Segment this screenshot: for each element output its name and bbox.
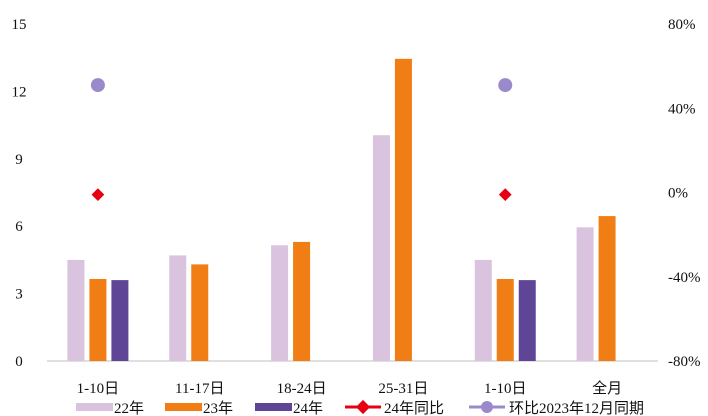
bar-22 <box>271 245 289 361</box>
bar-22 <box>67 259 85 361</box>
mom-marker <box>90 78 105 93</box>
bar-23 <box>496 278 514 361</box>
category-label: 11-17日 <box>175 381 224 397</box>
bar-23 <box>191 264 209 361</box>
right-tick-label: 80% <box>668 17 696 33</box>
legend-dot-mom <box>481 401 493 413</box>
bar-22 <box>169 255 187 361</box>
legend-item-23: 23年 <box>165 400 233 416</box>
left-tick-label: 3 <box>15 287 23 303</box>
legend-diamond-yoy <box>355 399 371 415</box>
right-tick-label: 40% <box>668 101 696 117</box>
category-label: 25-31日 <box>378 381 428 397</box>
yoy-marker <box>498 188 512 201</box>
left-tick-label: 15 <box>12 17 27 33</box>
legend-item-22: 22年 <box>76 400 144 416</box>
bar-23 <box>89 278 107 361</box>
left-axis: 0 3 6 9 12 15 <box>12 17 27 370</box>
category-label: 全月 <box>592 379 622 397</box>
left-tick-label: 9 <box>15 152 23 168</box>
x-axis: 1-10日 11-17日 18-24日 25-31日 1-10日 全月 <box>77 379 622 397</box>
right-tick-label: -40% <box>668 270 701 286</box>
right-axis: -80% -40% 0% 40% 80% <box>668 17 701 370</box>
left-tick-label: 0 <box>15 354 23 370</box>
bar-22 <box>372 135 390 361</box>
category-label: 1-10日 <box>77 381 120 397</box>
bar-23 <box>293 241 311 361</box>
right-tick-label: 0% <box>668 186 688 202</box>
plot-area <box>47 58 658 362</box>
bar-22 <box>474 259 492 361</box>
bar-22 <box>576 227 594 361</box>
legend-item-mom: 环比2023年12月同期 <box>469 400 644 416</box>
legend-swatch-24 <box>255 403 292 411</box>
legend-label-22: 22年 <box>114 400 144 416</box>
mom-marker <box>498 78 513 93</box>
bar-23 <box>394 58 412 361</box>
category-label: 18-24日 <box>277 381 327 397</box>
legend: 22年 23年 24年 24年同比 环比2023年12月同期 <box>76 399 644 416</box>
right-tick-label: -80% <box>668 354 701 370</box>
legend-label-mom: 环比2023年12月同期 <box>509 400 644 416</box>
category-label: 1-10日 <box>484 381 527 397</box>
legend-swatch-23 <box>165 403 202 411</box>
yoy-marker <box>91 188 105 201</box>
bar-24 <box>111 280 129 361</box>
legend-swatch-22 <box>76 403 113 411</box>
legend-label-yoy: 24年同比 <box>384 400 444 416</box>
legend-item-24: 24年 <box>255 400 323 416</box>
bar-24 <box>518 280 536 361</box>
left-tick-label: 12 <box>12 84 27 100</box>
legend-label-24: 24年 <box>293 400 323 416</box>
legend-label-23: 23年 <box>203 400 233 416</box>
legend-item-yoy: 24年同比 <box>345 399 444 416</box>
bar-23 <box>598 216 616 361</box>
left-tick-label: 6 <box>15 219 23 235</box>
